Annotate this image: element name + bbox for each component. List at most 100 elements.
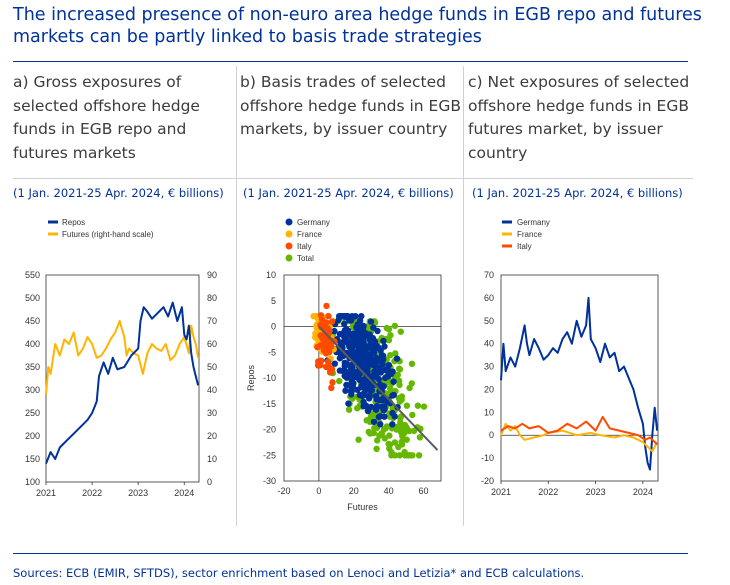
panel-b-subtitle: (1 Jan. 2021-25 Apr. 2024, € billions): [243, 186, 454, 200]
scatter-point-total: [387, 385, 394, 392]
y-tick-label: 550: [25, 270, 40, 280]
y-tick-label: 5: [271, 296, 276, 306]
y-tick-label: -25: [263, 450, 276, 460]
panel-divider-2: [463, 66, 464, 526]
scatter-point-total: [355, 436, 362, 443]
y-tick-label: 250: [25, 408, 40, 418]
scatter-point-germany: [390, 378, 397, 385]
scatter-point-germany: [382, 366, 389, 373]
series-line-futures: [45, 320, 200, 395]
scatter-point-total: [385, 337, 393, 344]
panel-c-title: c) Net exposures of selected offshore he…: [468, 73, 690, 162]
scatter-point-total: [387, 332, 394, 339]
x-tick-label: -20: [277, 486, 290, 496]
plot-frame: [283, 274, 442, 482]
panel-b-title: b) Basis trades of selected offshore hed…: [240, 73, 461, 138]
scatter-point-germany: [374, 327, 381, 335]
x-tick-label: 2024: [174, 488, 194, 498]
panel-divider-1: [236, 66, 237, 526]
scatter-point-total: [391, 439, 399, 446]
scatter-point-total: [385, 440, 392, 448]
scatter-point-germany: [339, 367, 347, 375]
scatter-point-total: [391, 322, 399, 330]
legend-label: Germany: [297, 218, 330, 227]
y-tick-label: 50: [484, 316, 494, 326]
y-tick-label: 60: [484, 293, 494, 303]
scatter-point-germany: [350, 368, 357, 375]
x-tick-label: 40: [384, 486, 394, 496]
scatter-point-total: [388, 452, 395, 459]
scatter-point-germany: [339, 349, 346, 356]
scatter-point-germany: [371, 346, 378, 353]
y2-tick-label: 60: [207, 339, 217, 349]
legend-swatch: [285, 254, 293, 262]
scatter-point-germany: [345, 400, 352, 407]
scatter-point-germany: [350, 374, 357, 381]
scatter-point-italy: [323, 319, 330, 326]
chart-c: -20 -10 0 10 20 30 40 50 60 70 2021 2022 2023 2024 Ger…: [481, 218, 659, 497]
scatter-point-germany: [362, 402, 370, 409]
y-tick-label: 20: [484, 384, 494, 394]
x-tick-label: 20: [349, 486, 359, 496]
scatter-point-italy: [328, 343, 335, 350]
chart-a: 100 150 200 250 300 350 400 450 500 550 0 10 20 30 40 5…: [25, 218, 217, 498]
scatter-point-germany: [382, 374, 389, 382]
scatter-point-germany: [356, 391, 363, 399]
x-tick-label: 2023: [586, 487, 606, 497]
scatter-point-germany: [358, 356, 365, 363]
scatter-point-total: [403, 402, 411, 409]
scatter-point-italy: [315, 361, 322, 369]
scatter-point-germany: [389, 409, 396, 417]
scatter-point-italy: [323, 302, 330, 310]
scatter-point-germany: [379, 397, 386, 404]
y2-tick-label: 40: [207, 385, 217, 395]
scatter-point-germany: [366, 386, 374, 394]
scatter-point-germany: [331, 360, 338, 367]
y2-tick-label: 20: [207, 431, 217, 441]
y2-tick-label: 30: [207, 408, 217, 418]
series-line-repos: [45, 301, 200, 464]
scatter-point-germany: [389, 421, 396, 428]
x-tick-label: 2021: [491, 487, 511, 497]
scatter-point-italy: [318, 324, 325, 331]
y-tick-label: 40: [484, 339, 494, 349]
legend-swatch: [285, 242, 293, 250]
y2-tick-label: 80: [207, 293, 217, 303]
scatter-point-total: [399, 433, 406, 440]
panel-a-subtitle: (1 Jan. 2021-25 Apr. 2024, € billions): [13, 186, 224, 200]
scatter-point-total: [396, 365, 403, 372]
x-tick-label: 2022: [82, 488, 102, 498]
y-tick-label: 350: [25, 362, 40, 372]
scatter-point-germany: [352, 313, 359, 320]
scatter-point-germany: [377, 413, 384, 420]
scatter-point-total: [403, 436, 410, 443]
scatter-point-germany: [370, 418, 378, 426]
scatter-point-germany: [381, 343, 388, 350]
scatter-point-germany: [359, 379, 366, 386]
scatter-point-total: [398, 396, 405, 403]
legend-label: Total: [297, 254, 314, 263]
scatter-point-total: [374, 437, 381, 444]
y2-tick-label: 10: [207, 454, 217, 464]
scatter-point-germany: [373, 396, 380, 403]
y-tick-label: 200: [25, 431, 40, 441]
legend-label: Italy: [297, 242, 312, 251]
scatter-point-germany: [369, 334, 377, 342]
y2-tick-label: 50: [207, 362, 217, 372]
scatter-point-total: [414, 402, 422, 409]
y-tick-label: 30: [484, 362, 494, 372]
scatter-point-total: [410, 427, 418, 434]
scatter-point-germany: [336, 355, 344, 362]
scatter-point-total: [395, 377, 403, 384]
scatter-point-italy: [328, 366, 336, 373]
legend-label: Repos: [62, 218, 85, 227]
scatter-point-italy: [329, 379, 336, 386]
scatter-point-germany: [337, 339, 344, 346]
legend-label: Futures (right-hand scale): [62, 230, 154, 239]
scatter-point-total: [398, 441, 406, 448]
scatter-point-germany: [373, 370, 380, 378]
legend-label: Italy: [517, 242, 532, 251]
plot-frame: [45, 274, 200, 483]
x-tick-label: 2023: [128, 488, 148, 498]
y-tick-label: 0: [271, 322, 276, 332]
